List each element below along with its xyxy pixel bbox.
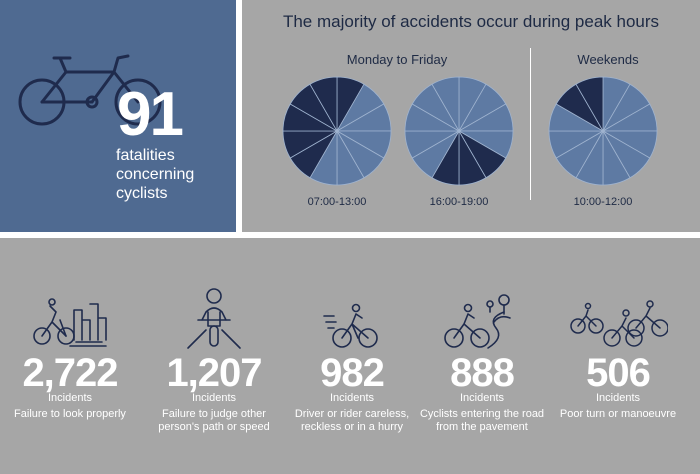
cyclist-group-icon — [570, 300, 668, 347]
stat-poor-turn: 506 Incidents Poor turn or manoeuvre — [548, 288, 688, 421]
stat-unit: Incidents — [459, 392, 505, 404]
stat-number: 982 — [320, 351, 385, 395]
stat-description: Failure to look properly — [14, 408, 126, 420]
weekday-label: Monday to Friday — [346, 52, 448, 67]
stat-description: Failure to judge other person's path or … — [158, 408, 270, 433]
stat-entering-road: 888 Incidents Cyclists entering the road… — [412, 288, 552, 434]
fatalities-panel: 91 fatalities concerning cyclists — [0, 0, 236, 232]
stat-unit: Incidents — [47, 392, 93, 404]
clock-hour-segment — [575, 76, 604, 133]
cyclist-speed-icon — [323, 303, 378, 348]
weekend-label: Weekends — [577, 52, 639, 67]
group-divider — [530, 48, 531, 200]
clock-hour-segment — [431, 76, 460, 133]
stat-number: 2,722 — [22, 351, 118, 395]
stat-unit: Incidents — [329, 392, 375, 404]
stat-number: 1,207 — [166, 351, 262, 395]
stat-description: Cyclists entering the road from the pave… — [419, 408, 545, 433]
cyclist-road-icon — [444, 294, 511, 349]
stat-number: 506 — [586, 351, 651, 395]
stat-unit: Incidents — [191, 392, 237, 404]
stat-failure-to-look: 2,722 Incidents Failure to look properly — [0, 288, 140, 421]
stat-number: 888 — [450, 351, 515, 395]
fatalities-caption: fatalities concerning cyclists — [116, 147, 195, 202]
peak-hours-headline: The majority of accidents occur during p… — [282, 12, 660, 31]
clock-chart-weekend — [548, 76, 658, 186]
stat-description: Poor turn or manoeuvre — [559, 408, 677, 420]
bicycle-icon — [18, 54, 162, 126]
clock-hour-segment — [309, 76, 338, 133]
stat-failure-to-judge: 1,207 Incidents Failure to judge other p… — [144, 288, 284, 434]
time-label-morning: 07:00-13:00 — [307, 196, 367, 208]
stat-unit: Incidents — [595, 392, 641, 404]
cyclist-city-icon — [33, 298, 107, 347]
time-label-weekend: 10:00-12:00 — [573, 196, 633, 208]
stat-careless: 982 Incidents Driver or rider careless, … — [282, 288, 422, 434]
stat-description: Driver or rider careless, reckless or in… — [294, 408, 410, 433]
cyclist-front-icon — [187, 288, 241, 349]
fatalities-number: 91 — [117, 80, 184, 149]
time-label-evening: 16:00-19:00 — [429, 196, 489, 208]
peak-hours-panel: The majority of accidents occur during p… — [242, 0, 700, 232]
clock-chart-weekday-morning — [282, 76, 392, 186]
incidents-panel: 2,722 Incidents Failure to look properly… — [0, 238, 700, 474]
clock-chart-weekday-evening — [404, 76, 514, 186]
